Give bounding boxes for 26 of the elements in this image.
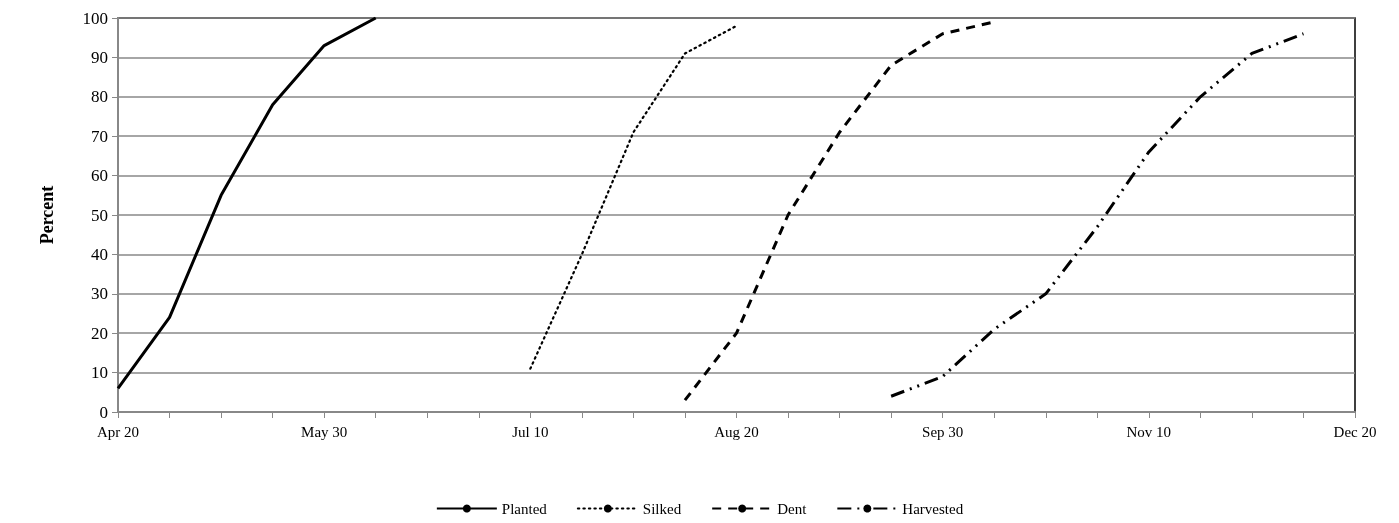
x-tick-label: May 30 — [301, 423, 348, 440]
y-tick-label: 30 — [91, 284, 108, 304]
x-tick-label: Aug 20 — [714, 423, 759, 440]
y-tick-label: 10 — [91, 363, 108, 383]
x-tick-label: Jul 10 — [512, 423, 549, 440]
y-tick-label: 60 — [91, 166, 108, 186]
y-axis-title: Percent — [37, 185, 57, 245]
y-tick-label: 20 — [91, 323, 108, 343]
y-tick-label: 0 — [99, 402, 108, 422]
legend-label: Silked — [642, 500, 682, 517]
line-series — [529, 24, 738, 370]
y-tick-label: 70 — [91, 126, 108, 146]
legend-label: Harvested — [902, 500, 964, 517]
y-tick-label: 50 — [91, 205, 108, 225]
legend-label: Planted — [501, 500, 548, 517]
y-tick-label: 40 — [91, 244, 108, 264]
x-tick-label: Apr 20 — [96, 423, 140, 440]
legend-label: Dent — [777, 500, 808, 517]
line-series — [889, 32, 1305, 398]
y-tick-label: 100 — [82, 8, 108, 28]
y-tick-label: 90 — [91, 47, 108, 67]
line-series — [116, 16, 378, 390]
x-tick-label: Nov 10 — [1126, 423, 1172, 440]
y-tick-label: 80 — [91, 87, 108, 107]
x-tick-label: Dec 20 — [1333, 423, 1377, 440]
x-tick-label: Sep 30 — [922, 423, 964, 440]
